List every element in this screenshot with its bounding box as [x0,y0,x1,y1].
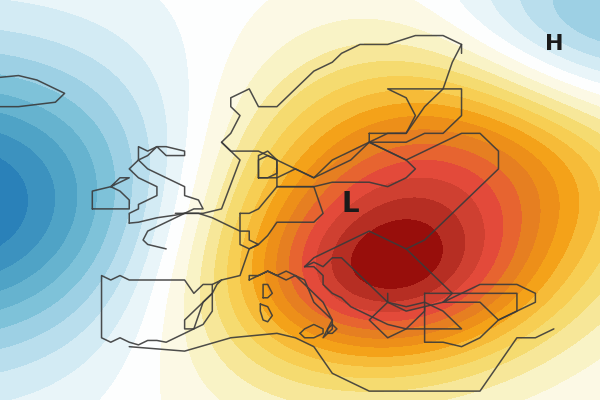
Text: H: H [545,34,563,54]
Text: L: L [342,190,359,218]
